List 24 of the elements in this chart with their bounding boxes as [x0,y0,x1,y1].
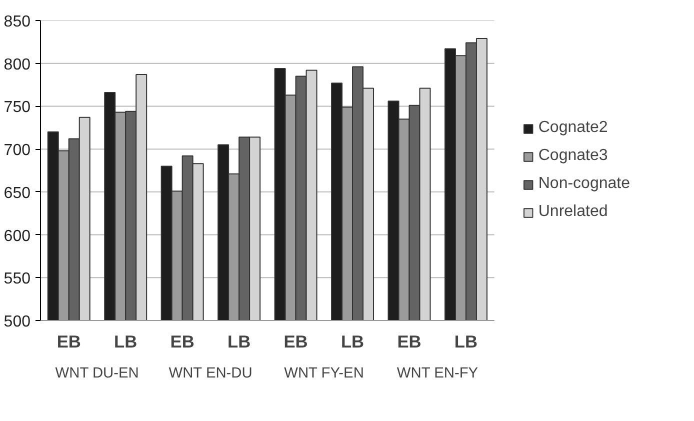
y-tick-label: 550 [4,270,31,288]
y-tick-label: 600 [4,228,31,245]
text: WNT EN-FY [396,366,478,382]
text: WNT DU-EN [55,366,139,382]
y-tick-label: 650 [4,184,31,202]
x-tick-label: EB [284,332,308,352]
x-tick-label: EB [397,332,422,352]
y-tick-label: 750 [4,99,31,116]
x-tick-label: LB [228,332,251,352]
legend-label: Non-cognate [538,175,630,193]
y-tick-label: 800 [4,56,31,74]
x-tick-label: LB [454,332,478,352]
x-tick-label: LB [114,332,138,352]
legend-label: Cognate2 [538,119,608,137]
x-tick-label: EB [170,332,194,352]
y-tick-label: 850 [4,14,31,30]
text: WNT EN-DU [168,366,252,382]
legend-label: Cognate3 [538,147,608,165]
x-tick-label: LB [340,332,364,352]
y-tick-label: 500 [4,314,31,330]
x-tick-label: EB [56,332,81,352]
legend-label: Unrelated [538,203,608,221]
text: WNT FY-EN [284,366,364,382]
y-tick-label: 700 [4,142,31,160]
